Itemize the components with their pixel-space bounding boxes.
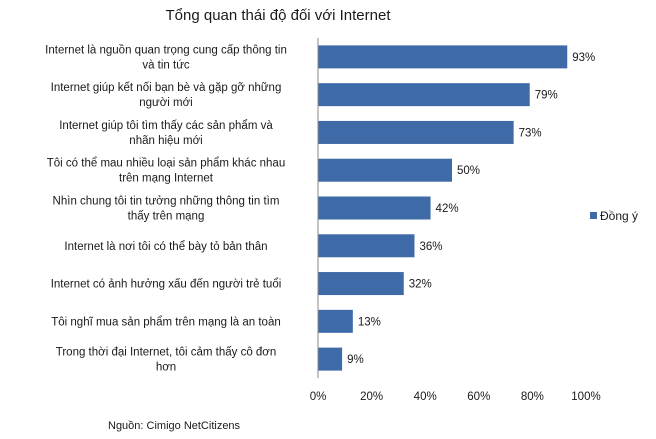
category-label: Internet giúp tôi tìm thấy các sản phẩm …	[59, 120, 273, 132]
category-label: Internet là nơi tôi có thể bày tỏ bản th…	[64, 241, 267, 253]
data-label: 73%	[519, 127, 542, 139]
bar	[318, 196, 431, 220]
bar	[318, 272, 404, 296]
data-label: 9%	[347, 354, 364, 366]
data-label: 42%	[436, 203, 459, 215]
category-label: trên mạng Internet	[119, 173, 214, 185]
chart-title: Tổng quan thái độ đối với Internet	[166, 7, 392, 24]
category-label: thấy trên mạng	[128, 211, 205, 223]
data-label: 36%	[419, 241, 442, 253]
category-label: nhãn hiệu mới	[129, 135, 202, 147]
category-label: Internet giúp kết nối bạn bè và gặp gỡ n…	[51, 82, 282, 94]
category-label: Tôi có thể mau nhiều loại sản phẩm khác …	[47, 158, 285, 170]
bar	[318, 120, 514, 144]
x-tick-label: 80%	[521, 391, 544, 403]
x-tick-label: 100%	[571, 391, 600, 403]
category-label: người mới	[139, 97, 192, 109]
category-label: Nhìn chung tôi tin tưởng những thông tin…	[53, 196, 280, 208]
x-axis: 0% 20% 40% 60% 80% 100%	[310, 38, 601, 403]
legend-swatch	[590, 212, 597, 219]
value-labels: 93% 79% 73% 50% 42% 36% 32% 13% 9%	[347, 52, 595, 366]
data-label: 93%	[572, 52, 595, 64]
category-label: Tôi nghĩ mua sản phẩm trên mạng là an to…	[51, 316, 281, 328]
bar	[318, 45, 568, 69]
source-note: Nguồn: Cimigo NetCitizens	[108, 420, 241, 432]
bars	[318, 45, 568, 371]
x-tick-label: 20%	[360, 391, 383, 403]
bar	[318, 234, 415, 258]
category-label: Trong thời đại Internet, tôi cảm thấy cô…	[56, 347, 277, 359]
legend: Đồng ý	[590, 209, 638, 223]
data-label: 32%	[409, 279, 432, 291]
bar	[318, 83, 530, 107]
bar	[318, 347, 343, 371]
x-tick-label: 60%	[467, 391, 490, 403]
legend-label: Đồng ý	[600, 209, 638, 223]
category-label: Internet có ảnh hưởng xấu đến người trẻ …	[51, 279, 282, 291]
category-labels: Internet là nguồn quan trọng cung cấp th…	[45, 44, 287, 373]
x-tick-label: 40%	[414, 391, 437, 403]
category-label: và tin tức	[142, 59, 190, 71]
bar	[318, 158, 452, 182]
bar	[318, 309, 353, 333]
data-label: 50%	[457, 165, 480, 177]
x-tick-label: 0%	[310, 391, 327, 403]
data-label: 79%	[535, 90, 558, 102]
category-label: hơn	[156, 362, 176, 374]
category-label: Internet là nguồn quan trọng cung cấp th…	[45, 44, 287, 56]
data-label: 13%	[358, 316, 381, 328]
